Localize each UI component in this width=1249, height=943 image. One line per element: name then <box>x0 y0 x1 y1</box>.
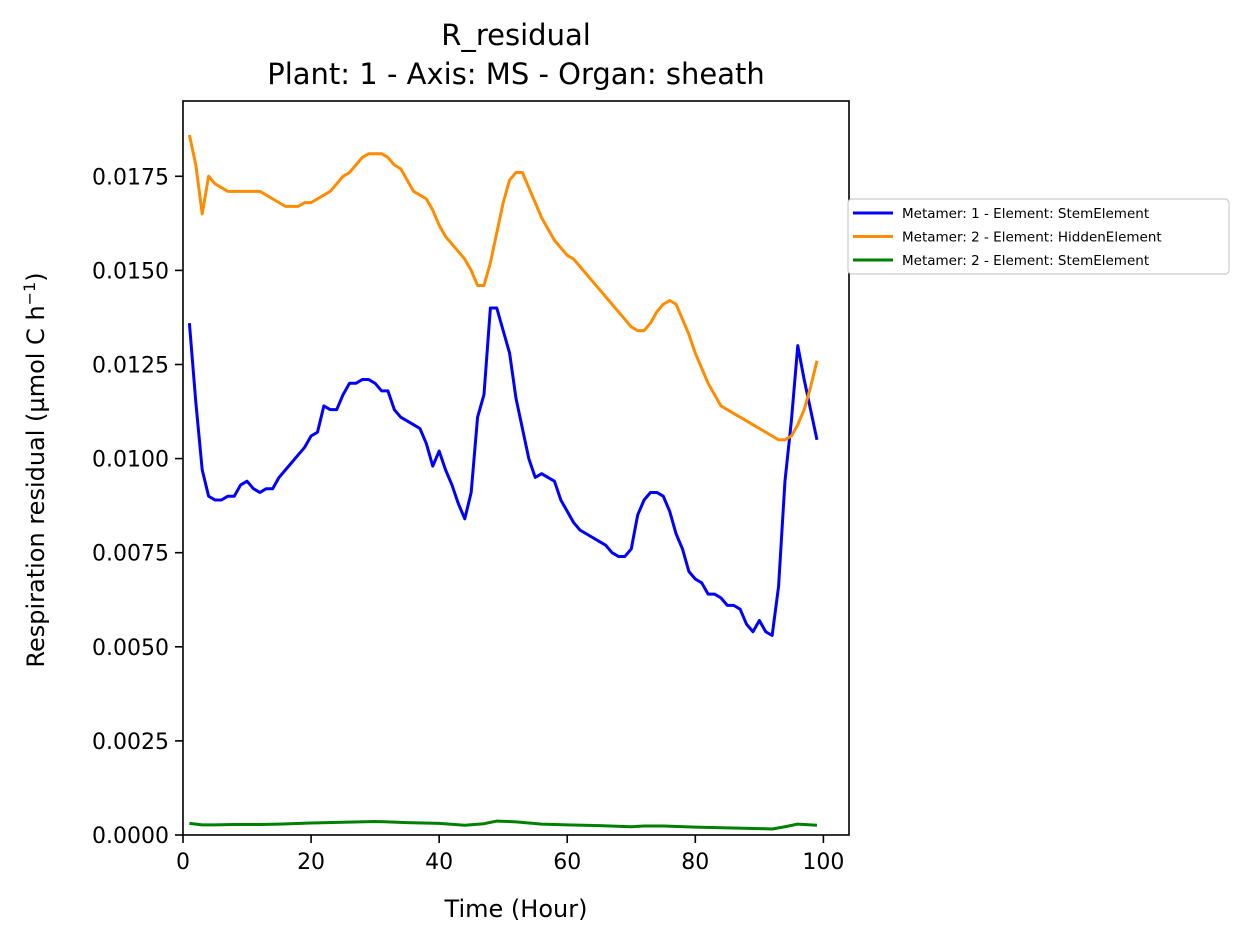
x-tick-label: 100 <box>802 850 844 875</box>
x-tick-label: 0 <box>176 850 190 875</box>
x-axis-label: Time (Hour) <box>444 895 588 923</box>
plot-area-frame <box>183 101 849 835</box>
y-tick-label: 0.0000 <box>92 824 169 849</box>
y-axis-label-exponent: −1 <box>20 282 39 306</box>
legend-label-3: Metamer: 2 - Element: StemElement <box>902 253 1149 269</box>
y-tick-label: 0.0175 <box>92 165 169 190</box>
y-axis-ticks: 0.0000 0.0025 0.0050 0.0075 0.0100 0.0125 0.01… <box>92 165 183 849</box>
legend-label-2: Metamer: 2 - Element: HiddenElement <box>902 230 1162 246</box>
legend-label-1: Metamer: 1 - Element: StemElement <box>902 206 1149 222</box>
series-line-1 <box>189 308 817 635</box>
y-tick-label: 0.0025 <box>92 730 169 755</box>
y-tick-label: 0.0100 <box>92 448 169 473</box>
x-axis-ticks: 0 20 40 60 80 100 <box>176 835 844 875</box>
y-axis-label-main: Respiration residual (µmol C h <box>22 305 50 667</box>
y-tick-label: 0.0125 <box>92 353 169 378</box>
series-layer <box>189 135 817 829</box>
y-axis-label: Respiration residual (µmol C h−1) <box>20 272 50 667</box>
chart-title: R_residual <box>441 18 591 52</box>
x-tick-label: 40 <box>425 850 453 875</box>
x-tick-label: 80 <box>681 850 709 875</box>
x-tick-label: 60 <box>553 850 581 875</box>
legend: Metamer: 1 - Element: StemElement Metamer… <box>848 199 1229 274</box>
chart-subtitle: Plant: 1 - Axis: MS - Organ: sheath <box>267 57 765 91</box>
x-tick-label: 20 <box>297 850 325 875</box>
y-axis-label-suffix: ) <box>22 272 50 281</box>
series-line-3 <box>189 821 817 829</box>
y-tick-label: 0.0050 <box>92 636 169 661</box>
y-tick-label: 0.0150 <box>92 259 169 284</box>
series-line-2 <box>189 135 817 440</box>
y-tick-label: 0.0075 <box>92 542 169 567</box>
